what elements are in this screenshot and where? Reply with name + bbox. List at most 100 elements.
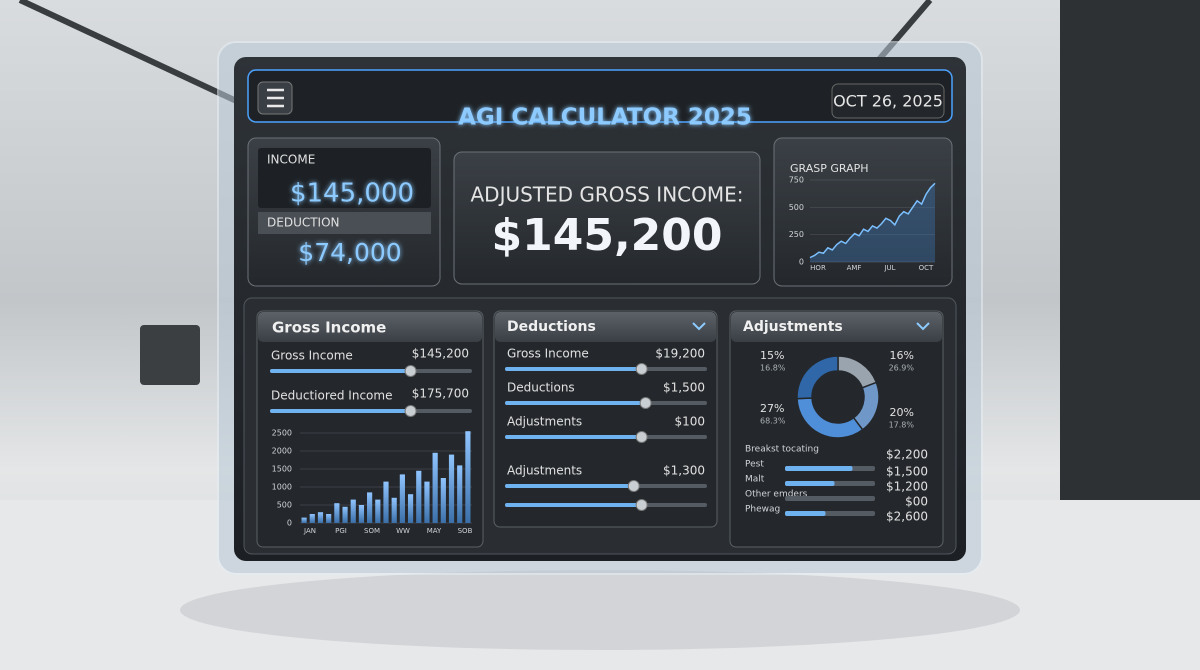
row-label: Gross Income — [507, 347, 589, 361]
gross-content: Gross Income $145,200 Deductiored Income $1… — [270, 347, 473, 535]
breakdown-value: $2,600 — [886, 510, 928, 524]
bar — [375, 499, 381, 523]
bar — [457, 465, 463, 523]
row-label: Deductions — [507, 381, 575, 395]
deductions-content: Gross Income $19,200 Deductions $1,500 Adjus… — [505, 347, 707, 511]
agi-label: ADJUSTED GROSS INCOME: — [470, 183, 743, 207]
bar — [399, 474, 405, 523]
row-label: Deductiored Income — [271, 389, 392, 403]
bar — [326, 514, 332, 523]
income-box — [258, 148, 431, 208]
breakdown-bar — [785, 511, 826, 516]
x-tick-label: SOM — [364, 527, 380, 535]
slider-knob[interactable] — [404, 405, 417, 417]
breakdown-bar — [785, 466, 853, 471]
y-tick-label: 2500 — [272, 429, 292, 438]
bar — [432, 452, 438, 523]
bar — [334, 503, 340, 523]
y-tick-label: 250 — [789, 230, 804, 239]
graph-card — [773, 137, 953, 287]
adjustments-content: 15% 16.8% 16% 26.9% 27% 68.3% 20% 17.8% Breakst … — [745, 349, 928, 524]
y-tick-label: 1500 — [272, 465, 292, 474]
menu-icon — [267, 88, 284, 108]
bar — [391, 497, 397, 523]
bar — [416, 470, 422, 523]
breakdown-label: Other emders — [745, 490, 808, 500]
breakdown-label: Phewag — [745, 505, 780, 515]
slider-knob[interactable] — [635, 431, 648, 443]
breakdown-value: $1,200 — [886, 480, 928, 494]
row-value: $1,300 — [663, 464, 705, 478]
donut-sublabel: 68.3% — [760, 417, 786, 426]
income-value: $145,000 — [290, 179, 414, 209]
row-label: Adjustments — [507, 415, 582, 429]
donut-label: 27% — [760, 402, 784, 415]
floor-reflection — [180, 570, 1020, 650]
breakdown-title: Breakst tocating — [745, 445, 819, 455]
panel-title: Gross Income — [272, 319, 386, 337]
row-value: $145,200 — [412, 347, 469, 361]
bar — [465, 431, 471, 523]
x-tick-label: JAN — [303, 527, 316, 535]
bar — [448, 454, 455, 523]
x-tick-label: PGI — [335, 527, 347, 535]
x-tick-label: JUL — [883, 264, 895, 272]
bar — [358, 505, 365, 523]
app-title: AGI CALCULATOR 2025 — [458, 105, 752, 131]
breakdown-label: Malt — [745, 475, 765, 485]
x-tick-label: MAY — [427, 527, 442, 535]
income-label: INCOME — [267, 153, 315, 167]
breakdown-label: Pest — [745, 460, 764, 470]
line-graph: 0 250 500 750 HOR AMF JUL OCT — [789, 176, 936, 272]
agi-value: $145,200 — [491, 210, 722, 261]
y-tick-label: 750 — [789, 176, 804, 185]
agi-card — [453, 151, 761, 285]
panel-title: Adjustments — [743, 319, 843, 335]
graph-title: GRASP GRAPH — [790, 162, 869, 175]
donut-sublabel: 16.8% — [760, 364, 786, 373]
y-tick-label: 0 — [287, 519, 292, 528]
y-tick-label: 1000 — [272, 483, 292, 492]
breakdown-bar — [785, 481, 835, 486]
slider-knob[interactable] — [635, 499, 648, 511]
deduction-label-bar — [258, 212, 431, 234]
donut-sublabel: 17.8% — [889, 421, 915, 430]
bar — [309, 514, 315, 523]
bar — [383, 481, 389, 523]
line-series — [809, 182, 936, 259]
x-tick-label: HOR — [810, 264, 826, 272]
deduction-label: DEDUCTION — [267, 216, 340, 230]
panel-title: Deductions — [507, 319, 596, 335]
x-tick-label: SOB — [458, 527, 473, 535]
breakdown-value: $00 — [905, 495, 928, 509]
slider-knob[interactable] — [639, 397, 652, 409]
panel-header — [258, 312, 482, 342]
y-tick-label: 0 — [799, 258, 804, 267]
slider-knob[interactable] — [404, 365, 417, 377]
row-value: $100 — [674, 415, 705, 429]
breakdown-value: $1,500 — [886, 465, 928, 479]
bar — [407, 494, 414, 523]
slider-knob[interactable] — [627, 480, 640, 492]
bar — [342, 506, 348, 523]
bar — [350, 499, 356, 523]
slider-knob[interactable] — [635, 363, 648, 375]
row-value: $1,500 — [663, 381, 705, 395]
deductions-panel — [493, 310, 718, 528]
chair — [140, 325, 200, 385]
x-tick-label: WW — [396, 527, 410, 535]
donut-segment — [796, 355, 839, 400]
row-label: Gross Income — [271, 349, 353, 363]
x-tick-label: AMF — [847, 264, 862, 272]
chevron[interactable] — [692, 322, 706, 331]
deduction-value: $74,000 — [298, 238, 401, 267]
y-tick-label: 500 — [277, 501, 292, 510]
breakdown-track — [785, 496, 875, 501]
bar — [367, 492, 373, 523]
bar — [440, 478, 446, 523]
bar — [317, 512, 324, 523]
chevron[interactable] — [916, 322, 930, 331]
header-bar — [247, 69, 953, 123]
